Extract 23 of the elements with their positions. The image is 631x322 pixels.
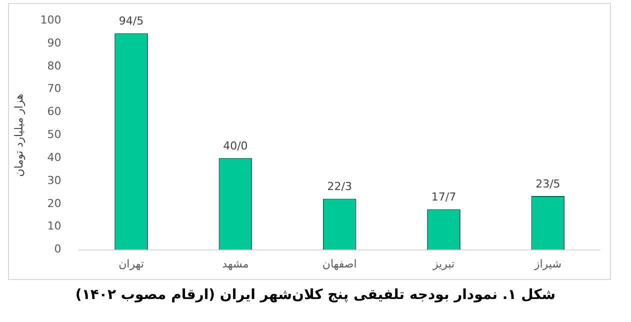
x-tick-label: تبریز (432, 257, 455, 270)
y-tick-label: 0 (54, 242, 62, 256)
y-tick-label: 70 (47, 82, 62, 96)
y-tick-label: 60 (47, 105, 62, 118)
y-tick-label: 50 (47, 128, 62, 142)
y-tick-label: 40 (47, 150, 62, 164)
x-tick-label: اصفهان (322, 257, 357, 270)
data-label: 23/5 (536, 177, 560, 190)
y-tick-label: 100 (40, 13, 62, 26)
y-axis-title: هزار میلیارد تومان (12, 93, 26, 177)
y-tick-label: 20 (47, 196, 62, 210)
y-tick-label: 80 (47, 59, 62, 72)
text: شکل ۱. نمودار بودجه تلفیقی پنج کلان‌شهر ایران (ارقام مصوب ۱۴۰۲) (74, 287, 557, 303)
data-label: 22/3 (327, 180, 352, 194)
data-label: 94/5 (118, 14, 144, 28)
y-tick-label: 90 (47, 36, 62, 50)
y-tick-label: 30 (47, 174, 62, 187)
x-tick-label: مشهد (222, 257, 249, 270)
data-label: 17/7 (431, 190, 456, 204)
data-label: 40/0 (223, 139, 248, 152)
y-tick-label: 10 (47, 220, 62, 233)
x-tick-label: تهران (118, 257, 144, 270)
x-tick-label: شیراز (533, 257, 562, 270)
